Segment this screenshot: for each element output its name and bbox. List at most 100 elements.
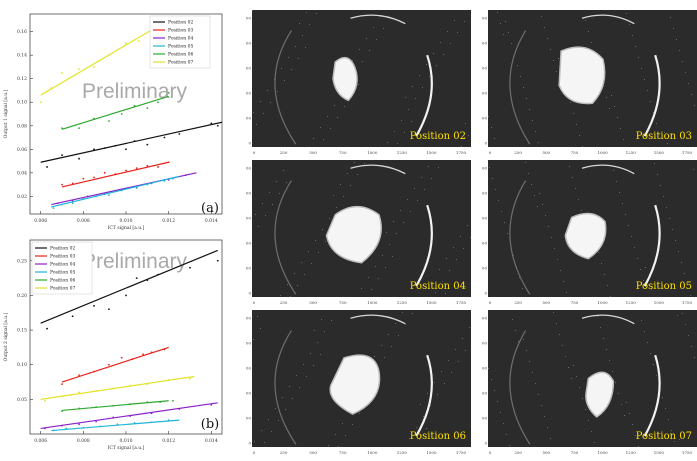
data-point (108, 363, 110, 366)
image-y-tick: 400 (246, 241, 251, 246)
x-tick-label: 0.006 (34, 438, 47, 444)
data-point (133, 104, 136, 107)
noise-speck (544, 27, 545, 28)
noise-speck (656, 375, 657, 376)
noise-speck (576, 376, 577, 377)
noise-speck (375, 266, 376, 267)
legend-label: Position 02 (50, 246, 75, 252)
noise-speck (554, 248, 555, 249)
panel-label: (b) (201, 417, 219, 432)
noise-speck (647, 342, 648, 343)
noise-speck (628, 225, 629, 226)
noise-speck (461, 146, 462, 147)
noise-speck (653, 364, 654, 365)
noise-speck (494, 390, 495, 391)
image-x-tick: 0 (253, 450, 256, 455)
noise-speck (682, 313, 683, 314)
y-axis-label: Output 2 signal [a.u.] (3, 312, 9, 361)
noise-speck (511, 43, 512, 44)
noise-speck (663, 196, 664, 197)
data-point (146, 383, 149, 386)
noise-speck (619, 192, 620, 193)
data-point (61, 424, 63, 427)
image-x-tick: 1250 (397, 300, 408, 305)
fit-line (61, 95, 169, 130)
noise-speck (352, 60, 353, 61)
noise-speck (299, 387, 300, 388)
noise-speck (558, 58, 559, 59)
noise-speck (588, 420, 589, 421)
noise-speck (556, 323, 557, 324)
camera-image-panel: 1000 800 600 400 200 00 250 500 750 1000 1250 1500 1… (246, 10, 471, 161)
image-y-tick: 200 (482, 266, 487, 271)
noise-speck (681, 262, 682, 263)
image-x-tick: 250 (280, 300, 288, 305)
image-x-tick: 1750 (682, 150, 693, 155)
data-point (78, 391, 80, 394)
noise-speck (325, 241, 326, 242)
noise-speck (669, 218, 670, 219)
noise-speck (529, 361, 530, 362)
noise-speck (526, 98, 527, 99)
noise-speck (438, 167, 439, 168)
image-x-tick: 500 (309, 150, 317, 155)
image-x-tick: 500 (309, 300, 317, 305)
noise-speck (532, 120, 533, 121)
noise-speck (282, 397, 283, 398)
data-point (157, 273, 159, 276)
noise-speck (503, 34, 504, 35)
noise-speck (523, 87, 524, 88)
legend-box (31, 241, 93, 295)
position-caption: Position 06 (410, 431, 466, 442)
data-point (93, 304, 95, 307)
image-y-tick: 400 (246, 391, 251, 396)
noise-speck (520, 76, 521, 77)
noise-speck (576, 124, 577, 125)
noise-speck (674, 441, 675, 442)
legend-label: Position 06 (168, 52, 193, 58)
noise-speck (431, 178, 432, 179)
data-point (61, 203, 63, 206)
image-x-tick: 0 (489, 450, 492, 455)
data-point (52, 207, 55, 210)
noise-speck (430, 405, 431, 406)
noise-speck (352, 424, 353, 425)
noise-speck (261, 430, 262, 431)
y-tick-label: 0.02 (17, 194, 27, 200)
beam-spot (564, 212, 607, 260)
image-y-tick: 800 (246, 341, 251, 346)
noise-speck (313, 138, 314, 139)
image-y-tick: 1000 (246, 166, 251, 171)
noise-speck (275, 408, 276, 409)
image-y-tick: 200 (482, 416, 487, 421)
data-point (93, 176, 95, 179)
ring-arc-right (643, 204, 661, 287)
noise-speck (488, 368, 489, 369)
noise-speck (565, 356, 566, 357)
noise-speck (610, 296, 611, 297)
noise-speck (405, 97, 406, 98)
plot-b: 0.006 0.008 0.010 0.012 0.014 0.05 0.10 0.15 0.2… (3, 239, 223, 451)
preliminary-watermark: Preliminary (82, 250, 188, 273)
noise-speck (338, 446, 339, 447)
noise-speck (651, 289, 652, 290)
noise-speck (443, 54, 444, 55)
noise-speck (517, 65, 518, 66)
noise-speck (267, 90, 268, 91)
beam-spot (332, 56, 358, 102)
noise-speck (342, 423, 343, 424)
noise-speck (498, 200, 499, 201)
data-point (95, 406, 98, 408)
fit-line (40, 249, 218, 324)
image-x-tick: 250 (280, 450, 288, 455)
noise-speck (384, 357, 385, 358)
legend-label: Position 07 (168, 60, 193, 66)
noise-speck (650, 353, 651, 354)
noise-speck (316, 13, 317, 14)
noise-speck (488, 116, 489, 117)
camera-image-panel: 1000 800 600 400 200 00 250 500 750 1000 1250 1500 1… (482, 160, 697, 311)
noise-speck (398, 335, 399, 336)
noise-speck (382, 255, 383, 256)
noise-speck (278, 420, 279, 421)
data-point (137, 40, 140, 42)
